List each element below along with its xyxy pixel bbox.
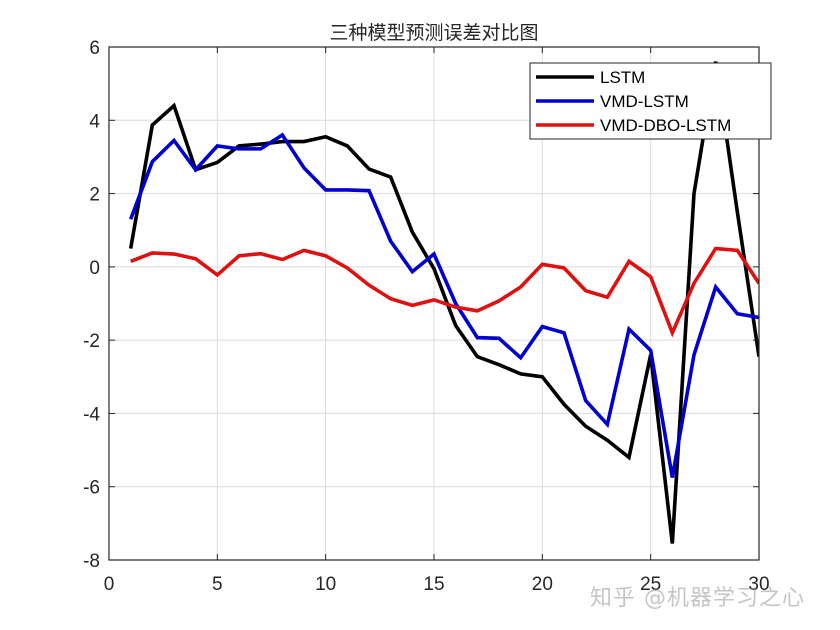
y-tick-label: -2 [83, 331, 100, 352]
x-tick-label: 20 [532, 574, 553, 595]
plot-series [128, 61, 759, 544]
x-tick-label: 15 [423, 574, 444, 595]
axis-ticks [108, 46, 760, 561]
y-tick-label: 0 [89, 258, 100, 279]
series-line-vmd-dbo-lstm [130, 246, 759, 338]
y-tick-label: 4 [89, 111, 100, 132]
legend: LSTM VMD-LSTM VMD-DBO-LSTM [529, 62, 772, 140]
x-tick-label: 30 [748, 574, 769, 595]
x-tick-label: 0 [104, 574, 115, 595]
x-tick-label: 5 [212, 574, 223, 595]
y-axis-tick-labels: -8 -6 -4 -2 0 2 4 6 [83, 38, 100, 572]
y-tick-label: -4 [83, 404, 100, 425]
chart-title: 三种模型预测误差对比图 [329, 22, 538, 44]
watermark: 知乎 @机器学习之心 [590, 586, 805, 611]
legend-label: LSTM [600, 68, 645, 87]
x-tick-label: 25 [640, 574, 661, 595]
x-axis-tick-labels: 0 5 10 15 20 25 30 [104, 574, 770, 595]
legend-label: VMD-LSTM [600, 92, 689, 111]
x-tick-label: 10 [315, 574, 336, 595]
y-tick-label: 6 [89, 38, 100, 59]
legend-label: VMD-DBO-LSTM [600, 116, 731, 135]
y-tick-label: -6 [83, 478, 100, 499]
series-line-vmd-lstm [128, 132, 759, 478]
y-tick-label: -8 [83, 551, 100, 572]
y-tick-label: 2 [89, 185, 100, 206]
